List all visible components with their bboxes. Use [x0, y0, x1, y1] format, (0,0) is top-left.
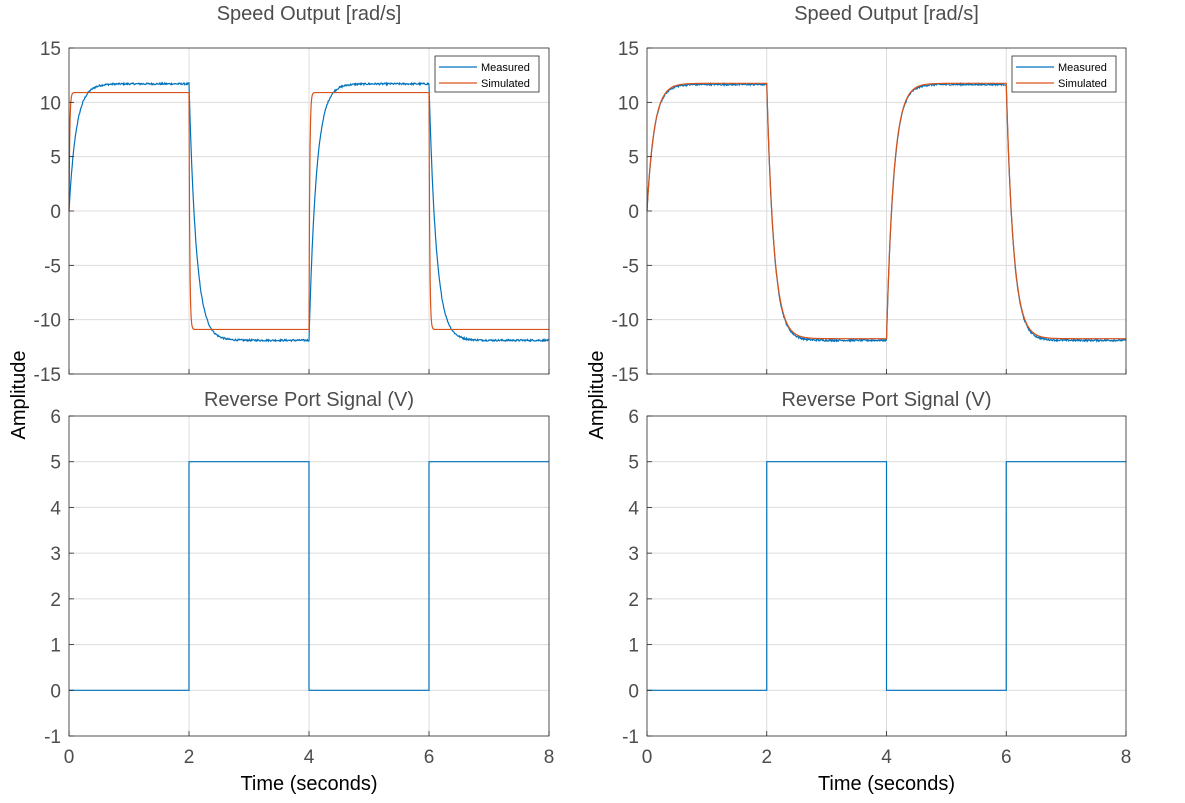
legend: Measured Simulated	[434, 55, 540, 93]
chart-title: Speed Output [rad/s]	[217, 3, 402, 25]
y-tick-label: 15	[40, 39, 61, 60]
y-tick-label: 3	[628, 544, 639, 565]
y-tick-label: 5	[50, 453, 61, 474]
y-tick-label: 6	[50, 407, 61, 428]
x-tick-label: 8	[544, 747, 555, 768]
chart-title: Reverse Port Signal (V)	[781, 389, 991, 411]
y-tick-label: -10	[612, 311, 639, 332]
y-tick-label: 5	[628, 453, 639, 474]
x-tick-label: 8	[1121, 747, 1132, 768]
x-tick-label: 4	[881, 747, 892, 768]
series-line-measured	[68, 81, 550, 343]
y-tick-label: 15	[618, 39, 639, 60]
y-tick-label: 0	[50, 681, 61, 702]
x-tick-label: 0	[642, 747, 653, 768]
y-tick-label: 10	[40, 93, 61, 114]
x-tick-label: 2	[761, 747, 772, 768]
series-line-measured	[646, 81, 1127, 343]
chart-title: Speed Output [rad/s]	[794, 3, 979, 25]
y-tick-label: 1	[50, 636, 61, 657]
x-tick-label: 6	[424, 747, 435, 768]
y-tick-label: -15	[612, 365, 639, 386]
x-tick-label: 6	[1001, 747, 1012, 768]
chart-title: Reverse Port Signal (V)	[204, 389, 414, 411]
x-tick-label: 2	[184, 747, 195, 768]
y-tick-label: -10	[34, 311, 61, 332]
legend-box	[1011, 55, 1117, 93]
y-tick-label: 5	[628, 148, 639, 169]
y-tick-label: 0	[628, 681, 639, 702]
legend-entry-simulated: Simulated	[1058, 78, 1107, 90]
x-tick-label: 4	[304, 747, 315, 768]
y-tick-label: -15	[34, 365, 61, 386]
y-tick-label: -1	[622, 727, 639, 748]
series-line-simulated	[68, 91, 549, 331]
x-axis-label: Time (seconds)	[818, 773, 955, 795]
x-axis-label: Time (seconds)	[240, 773, 377, 795]
y-tick-label: 2	[628, 590, 639, 611]
legend-box	[434, 55, 540, 93]
y-tick-label: 5	[50, 148, 61, 169]
y-tick-label: -5	[44, 256, 61, 277]
y-tick-label: -1	[44, 727, 61, 748]
y-tick-label: 1	[628, 636, 639, 657]
series-line-signal	[69, 461, 549, 691]
y-tick-label: 10	[618, 93, 639, 114]
y-tick-label: 0	[50, 202, 61, 223]
series-line-simulated	[646, 82, 1126, 340]
legend-entry-measured: Measured	[1058, 62, 1107, 74]
y-axis-label-amplitude: Amplitude	[586, 351, 608, 440]
legend-entry-measured: Measured	[481, 62, 530, 74]
chart-panel-1: 15 10 5 0 -5 -10 -15 Speed Output [rad/s] Measur…	[34, 3, 550, 386]
series-line-signal	[647, 461, 1126, 691]
y-tick-label: 0	[628, 202, 639, 223]
legend-entry-simulated: Simulated	[481, 78, 530, 90]
y-axis-label-amplitude: Amplitude	[8, 351, 30, 440]
legend: Measured Simulated	[1011, 55, 1117, 93]
y-tick-label: 6	[628, 407, 639, 428]
y-tick-label: -5	[622, 256, 639, 277]
y-tick-label: 4	[50, 498, 61, 519]
x-tick-label: 0	[64, 747, 75, 768]
y-tick-label: 3	[50, 544, 61, 565]
chart-panel-3: 15 10 5 0 -5 -10 -15 Speed Output [rad/s] Measur…	[612, 3, 1127, 386]
y-tick-label: 2	[50, 590, 61, 611]
y-tick-label: 4	[628, 498, 639, 519]
